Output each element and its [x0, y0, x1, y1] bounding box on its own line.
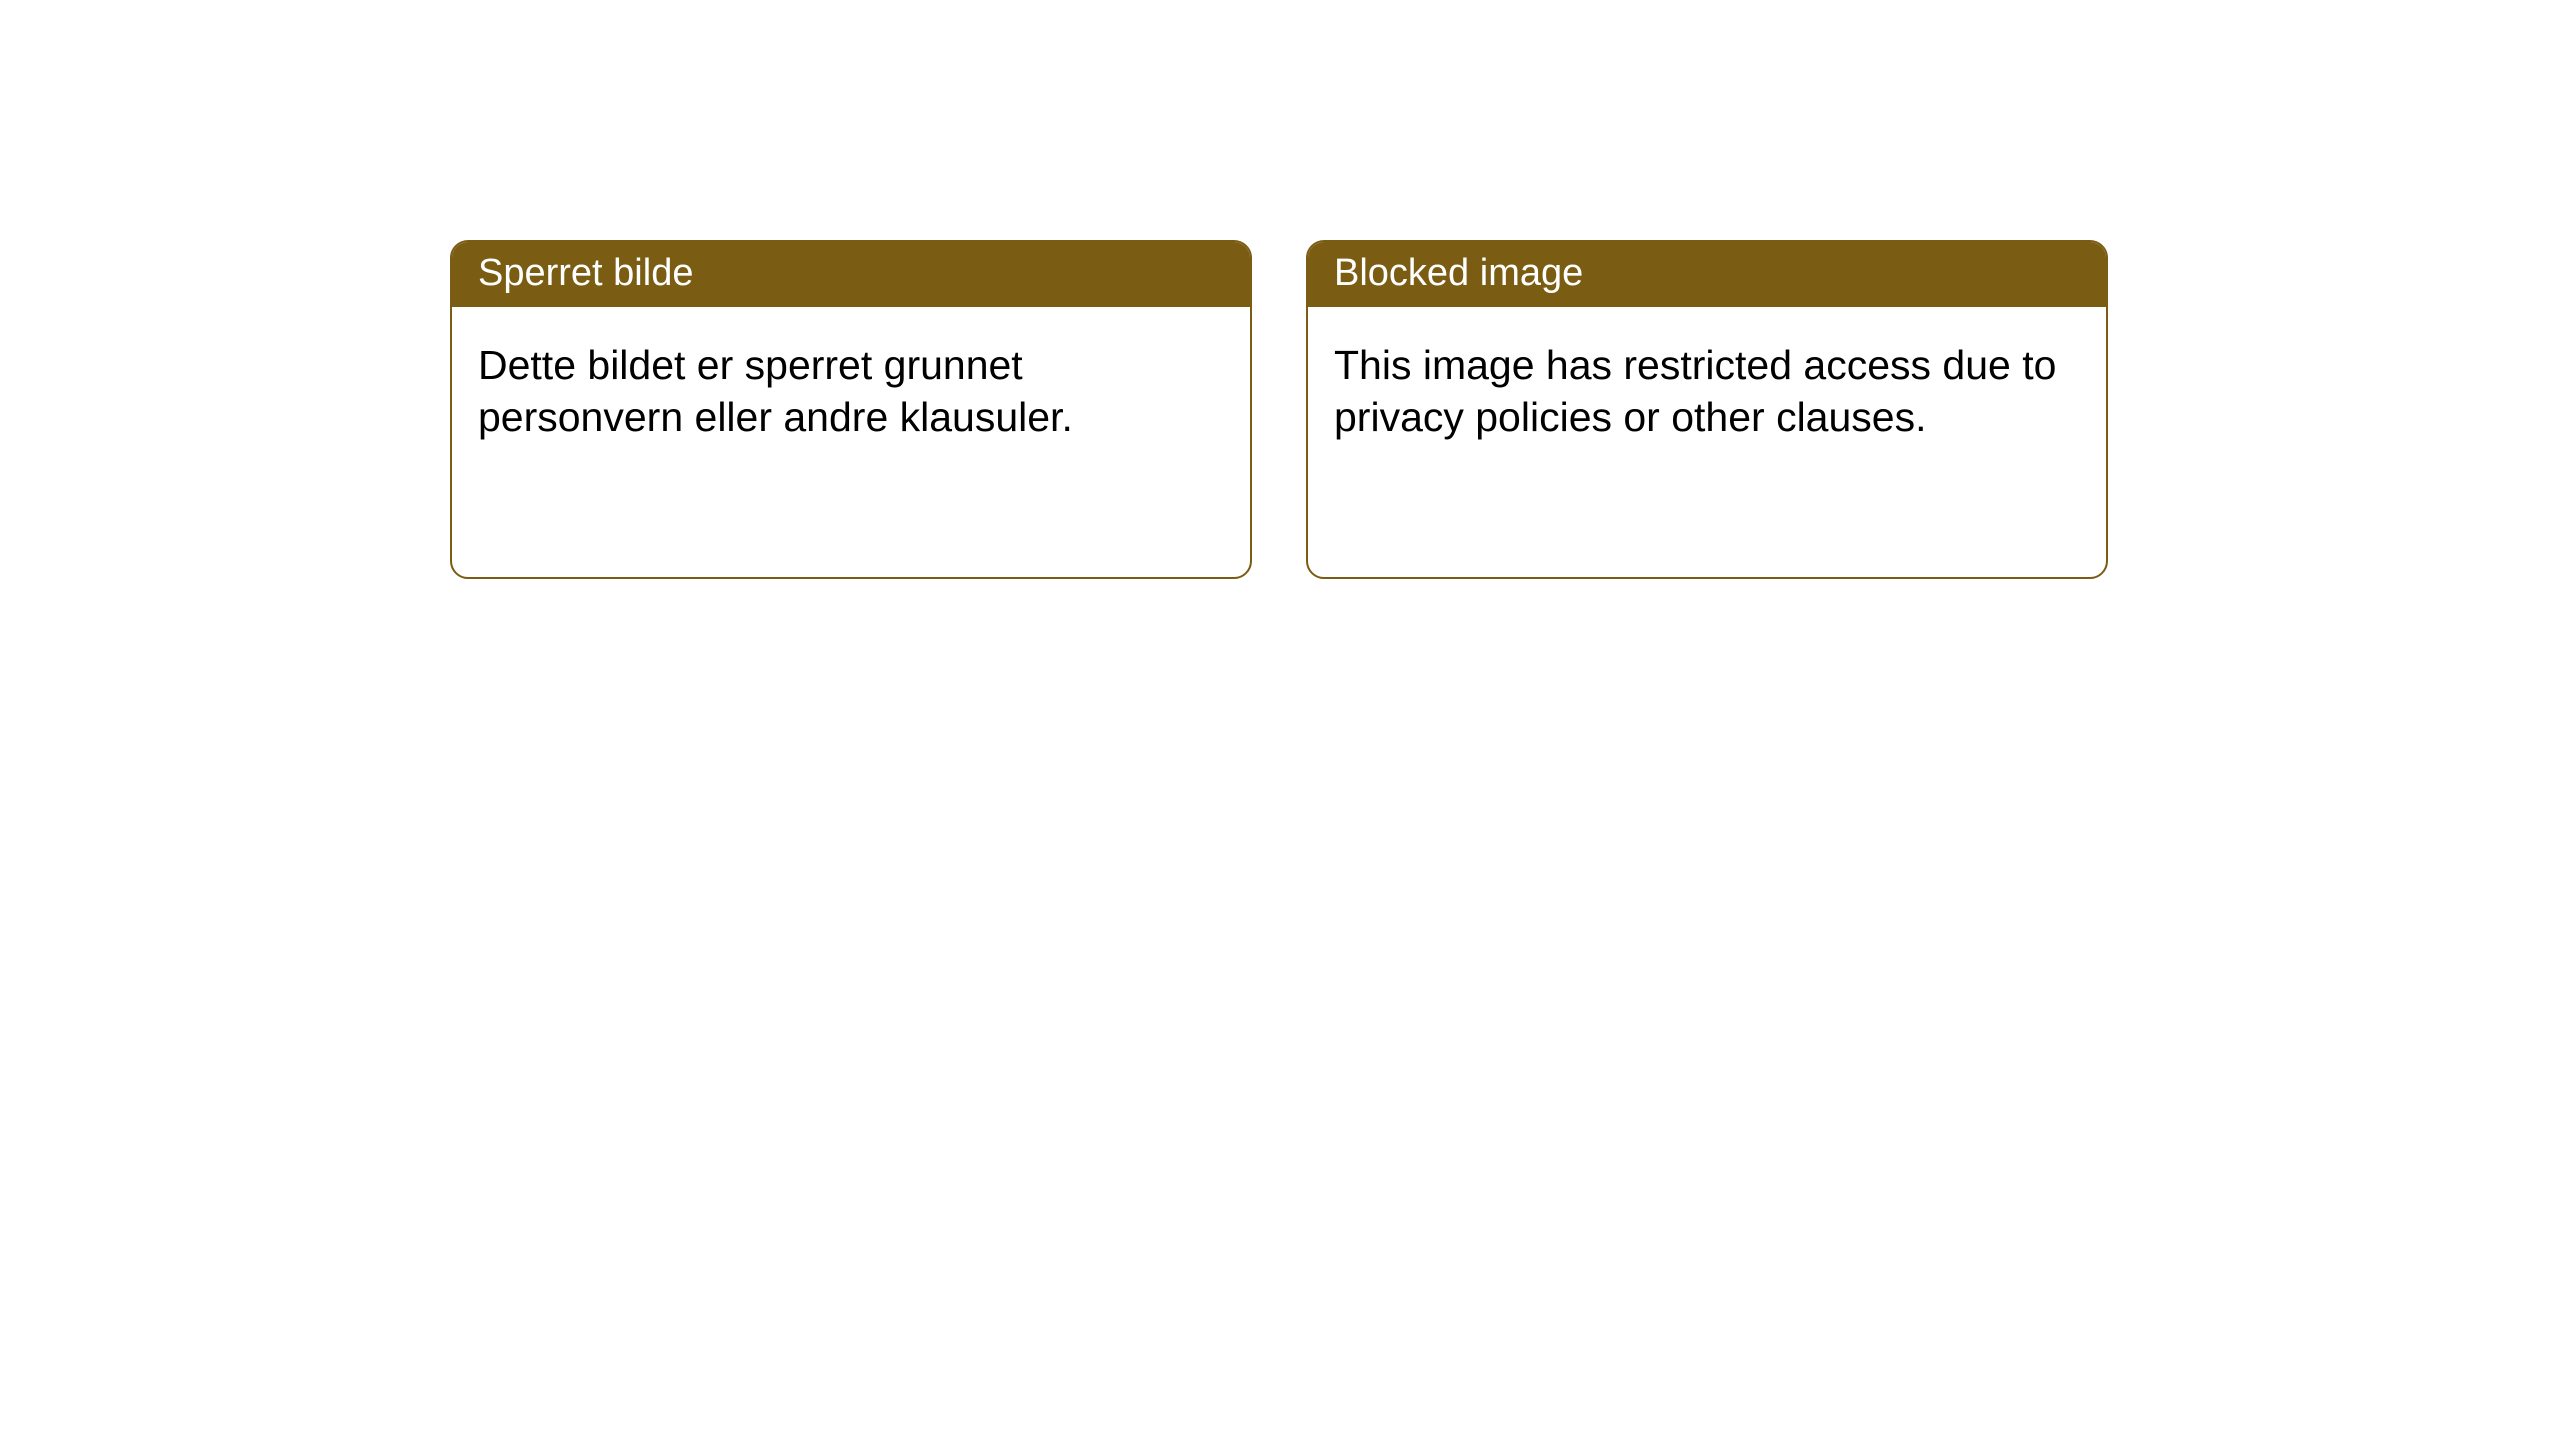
card-title: Blocked image — [1334, 252, 1583, 294]
card-body: Dette bildet er sperret grunnet personve… — [452, 307, 1250, 577]
card-body: This image has restricted access due to … — [1308, 307, 2106, 577]
card-title: Sperret bilde — [478, 252, 693, 294]
notice-card-english: Blocked image This image has restricted … — [1306, 240, 2108, 579]
card-header: Sperret bilde — [452, 242, 1250, 307]
notice-cards-container: Sperret bilde Dette bildet er sperret gr… — [450, 240, 2108, 579]
card-header: Blocked image — [1308, 242, 2106, 307]
notice-card-norwegian: Sperret bilde Dette bildet er sperret gr… — [450, 240, 1252, 579]
card-body-text: This image has restricted access due to … — [1334, 342, 2056, 440]
card-body-text: Dette bildet er sperret grunnet personve… — [478, 342, 1073, 440]
